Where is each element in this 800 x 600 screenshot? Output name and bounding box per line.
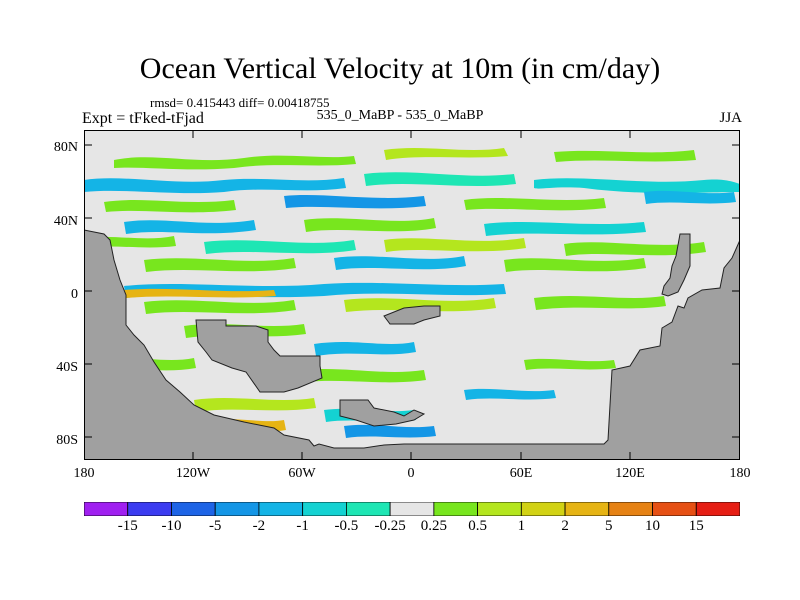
lat-tick-0: 0 <box>71 287 78 302</box>
stats-label: rmsd= 0.415443 diff= 0.00418755 <box>150 95 330 110</box>
colorbar-swatch <box>84 502 129 516</box>
colorbar-label: 1 <box>517 518 526 534</box>
colorbar-swatch <box>258 502 304 516</box>
colorbar-label: 0.25 <box>420 518 447 534</box>
colorbar-swatch <box>127 502 172 516</box>
colorbar-swatch <box>564 502 610 516</box>
tick-marks <box>84 130 740 460</box>
colorbar-swatch <box>389 502 435 516</box>
colorbar-label: 15 <box>688 518 704 534</box>
colorbar-swatch <box>520 502 566 516</box>
colorbar-label: -0.5 <box>334 518 359 534</box>
colorbar-label: -2 <box>252 518 266 534</box>
colorbar-label: 10 <box>645 518 661 534</box>
lat-tick-80s: 80S <box>56 433 78 448</box>
map-frame <box>84 130 740 460</box>
colorbar-swatch <box>652 502 697 516</box>
lat-tick-40n: 40N <box>53 214 78 229</box>
lon-tick-120e: 120E <box>615 466 645 481</box>
colorbar <box>84 502 740 516</box>
velocity-map <box>84 130 740 460</box>
colorbar-swatch <box>171 502 216 516</box>
lon-tick-60w: 60W <box>288 466 316 481</box>
colorbar-label: -10 <box>161 518 182 534</box>
period-label: 535_0_MaBP - 535_0_MaBP <box>316 108 484 123</box>
colorbar-label: -1 <box>296 518 309 534</box>
colorbar-label: -0.25 <box>374 518 406 534</box>
colorbar-swatch <box>345 502 391 516</box>
colorbar-swatch <box>214 502 260 516</box>
colorbar-swatch <box>302 502 347 516</box>
colorbar-label: 2 <box>561 518 569 534</box>
lon-tick-180w: 180 <box>73 466 95 481</box>
lon-tick-60e: 60E <box>509 466 533 481</box>
colorbar-label: 0.5 <box>468 518 487 534</box>
colorbar-swatch <box>433 502 478 516</box>
map-title: Ocean Vertical Velocity at 10m (in cm/da… <box>139 52 661 85</box>
lat-tick-40s: 40S <box>56 360 78 375</box>
season-label: JJA <box>719 110 742 126</box>
land-masses <box>84 229 740 460</box>
lon-tick-0: 0 <box>407 466 415 481</box>
colorbar-label: -15 <box>117 518 138 534</box>
colorbar-label: -5 <box>208 518 222 534</box>
colorbar-label: 5 <box>605 518 613 534</box>
lat-tick-80n: 80N <box>53 140 78 155</box>
experiment-label: Expt = tFked-tFjad <box>82 110 204 127</box>
colorbar-swatch <box>695 502 740 516</box>
colorbar-swatch <box>477 502 522 516</box>
lon-tick-120w: 120W <box>175 466 211 481</box>
lon-tick-180e: 180 <box>729 466 751 481</box>
colorbar-swatch <box>608 502 653 516</box>
